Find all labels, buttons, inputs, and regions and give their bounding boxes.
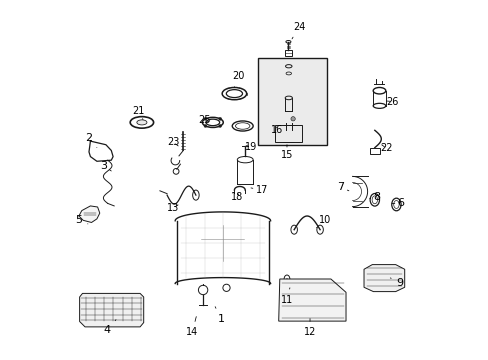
Text: 6: 6 xyxy=(391,198,404,208)
Text: 4: 4 xyxy=(103,320,116,336)
Polygon shape xyxy=(278,279,346,321)
Text: 18: 18 xyxy=(230,192,242,202)
Text: 7: 7 xyxy=(337,182,348,192)
Text: 24: 24 xyxy=(291,22,305,39)
Text: 22: 22 xyxy=(380,143,392,153)
Text: 13: 13 xyxy=(167,203,179,213)
Bar xyxy=(284,50,291,56)
FancyBboxPatch shape xyxy=(258,58,326,145)
Text: 14: 14 xyxy=(186,316,198,337)
Text: 5: 5 xyxy=(75,215,88,225)
Text: 1: 1 xyxy=(215,307,224,324)
Text: 16: 16 xyxy=(270,125,283,135)
Text: 9: 9 xyxy=(389,278,403,288)
Bar xyxy=(369,148,379,154)
Text: 15: 15 xyxy=(280,145,293,160)
Text: 19: 19 xyxy=(244,142,257,152)
Circle shape xyxy=(290,117,295,121)
Circle shape xyxy=(218,125,221,127)
Ellipse shape xyxy=(137,120,146,125)
Text: 23: 23 xyxy=(167,137,179,147)
Text: 26: 26 xyxy=(386,96,398,107)
Text: 2: 2 xyxy=(85,132,97,148)
Polygon shape xyxy=(80,293,143,327)
Text: 11: 11 xyxy=(280,288,292,305)
Text: 3: 3 xyxy=(100,161,111,171)
Circle shape xyxy=(203,125,206,127)
Circle shape xyxy=(203,117,206,120)
Circle shape xyxy=(218,117,221,120)
Text: 10: 10 xyxy=(316,215,331,228)
Text: 21: 21 xyxy=(132,106,144,120)
Text: 25: 25 xyxy=(198,114,210,125)
Text: 8: 8 xyxy=(369,192,380,202)
Bar xyxy=(275,125,302,142)
Polygon shape xyxy=(363,265,404,292)
Text: 12: 12 xyxy=(303,319,316,337)
Polygon shape xyxy=(79,206,100,222)
Text: 17: 17 xyxy=(250,185,267,195)
Text: 20: 20 xyxy=(231,71,244,87)
